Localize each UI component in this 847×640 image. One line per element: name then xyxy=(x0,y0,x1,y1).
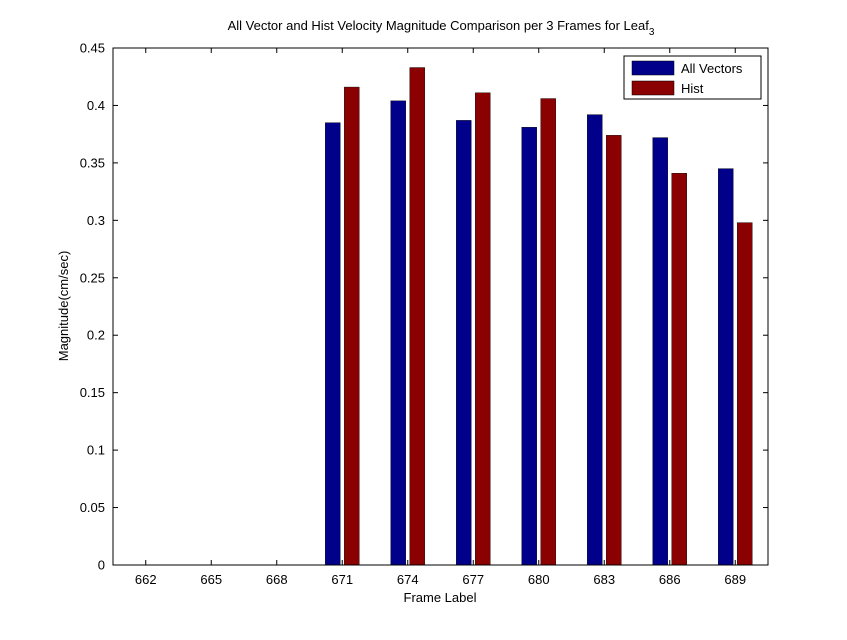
y-tick-label: 0.05 xyxy=(80,500,105,515)
y-axis-label: Magnitude(cm/sec) xyxy=(56,251,71,362)
bar-all-vectors-674 xyxy=(390,100,406,566)
x-tick-label: 674 xyxy=(397,572,419,587)
x-tick-label: 677 xyxy=(462,572,484,587)
bar-all-vectors-686 xyxy=(652,137,668,566)
bar-hist-689 xyxy=(737,222,753,566)
bar-all-vectors-671 xyxy=(325,122,341,566)
plot-frame xyxy=(112,47,769,566)
legend-swatch-hist xyxy=(631,80,675,96)
x-tick-label: 686 xyxy=(659,572,681,587)
x-tick-label: 662 xyxy=(135,572,157,587)
y-axis-ticks: 0 0.05 0.1 0.15 0.2 0.25 0.3 0.35 0.4 0.45 xyxy=(80,41,768,573)
bar-all-vectors-677 xyxy=(456,120,472,566)
chart-title: All Vector and Hist Velocity Magnitude C… xyxy=(228,18,655,38)
x-axis-ticks: 662 665 668 671 674 677 680 683 686 689 xyxy=(135,48,746,587)
legend: All Vectors Hist xyxy=(623,55,762,100)
bar-hist-683 xyxy=(606,135,622,566)
y-tick-label: 0.25 xyxy=(80,270,105,285)
bar-hist-674 xyxy=(409,67,425,566)
bar-all-vectors-680 xyxy=(521,127,537,566)
chart-title-subscript: 3 xyxy=(649,27,655,38)
bar-hist-677 xyxy=(475,92,491,566)
y-tick-label: 0.15 xyxy=(80,385,105,400)
bar-hist-680 xyxy=(540,98,556,566)
x-tick-label: 671 xyxy=(331,572,353,587)
bar-hist-671 xyxy=(344,86,360,566)
x-tick-label: 683 xyxy=(593,572,615,587)
plot-area xyxy=(113,48,768,565)
legend-swatch-all-vectors xyxy=(631,60,675,76)
x-tick-label: 665 xyxy=(200,572,222,587)
bar-hist-686 xyxy=(671,173,687,566)
chart-title-main: All Vector and Hist Velocity Magnitude C… xyxy=(228,18,650,33)
y-tick-label: 0.1 xyxy=(87,443,105,458)
legend-label-hist: Hist xyxy=(681,81,704,96)
x-tick-label: 668 xyxy=(266,572,288,587)
y-tick-label: 0.35 xyxy=(80,155,105,170)
x-tick-label: 680 xyxy=(528,572,550,587)
y-tick-label: 0 xyxy=(98,558,105,573)
y-tick-label: 0.2 xyxy=(87,328,105,343)
bar-all-vectors-683 xyxy=(587,114,603,566)
legend-label-all-vectors: All Vectors xyxy=(681,61,743,76)
bar-all-vectors-689 xyxy=(718,168,734,566)
x-tick-label: 689 xyxy=(724,572,746,587)
y-tick-label: 0.3 xyxy=(87,213,105,228)
y-tick-label: 0.4 xyxy=(87,98,105,113)
y-tick-label: 0.45 xyxy=(80,41,105,56)
x-axis-label: Frame Label xyxy=(404,590,477,605)
